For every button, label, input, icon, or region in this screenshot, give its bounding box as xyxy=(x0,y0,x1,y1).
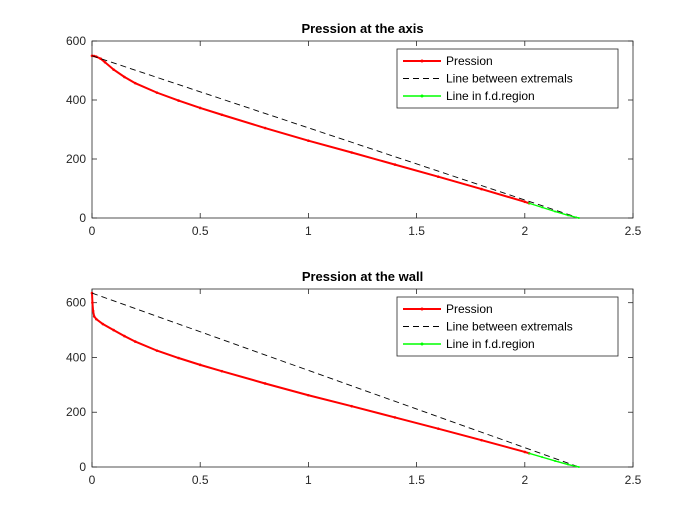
x-tick-label: 2 xyxy=(521,473,528,487)
data-point xyxy=(112,68,115,71)
x-tick-label: 1 xyxy=(305,473,312,487)
legend-entry: Line between extremals xyxy=(446,72,573,86)
data-point xyxy=(528,452,531,455)
data-point xyxy=(92,315,96,318)
x-tick-label: 1.5 xyxy=(408,473,425,487)
legend-entry: Line between extremals xyxy=(446,320,573,334)
x-tick-label: 1 xyxy=(305,224,312,238)
y-tick-label: 200 xyxy=(66,152,86,166)
subplot-2: 0 0.5 1 1.5 2 2.5 0 200 400 600 Pression at the wa… xyxy=(66,269,642,487)
x-tick-label: 2.5 xyxy=(625,473,642,487)
y-tick-label: 600 xyxy=(66,34,86,48)
y-tick-label: 0 xyxy=(79,211,86,225)
legend-marker xyxy=(420,307,424,311)
legend-entry: Line in f.d.region xyxy=(446,89,535,103)
data-point xyxy=(177,356,180,360)
data-point xyxy=(220,369,224,373)
data-point xyxy=(112,328,115,332)
data-point xyxy=(436,175,440,178)
x-tick-label: 2.5 xyxy=(625,224,642,238)
series-line-2 xyxy=(91,292,580,468)
data-point xyxy=(91,309,95,313)
data-point xyxy=(198,363,202,367)
data-point xyxy=(123,75,126,79)
data-point xyxy=(263,126,267,130)
data-point xyxy=(436,427,440,430)
series-line-2 xyxy=(91,55,580,219)
legend-marker xyxy=(420,94,424,98)
x-tick-label: 0.5 xyxy=(192,473,209,487)
data-point xyxy=(523,450,527,454)
x-tick-label: 0 xyxy=(89,473,96,487)
y-tick-label: 600 xyxy=(66,296,86,310)
x-tick-label: 0 xyxy=(89,224,96,238)
data-point xyxy=(528,202,531,205)
legend: Pression Line between extremals Line in f.… xyxy=(396,48,619,109)
legend-entry: Pression xyxy=(446,54,493,68)
data-point xyxy=(480,438,483,442)
x-tick-label: 2 xyxy=(521,224,528,238)
data-point xyxy=(577,217,580,219)
data-point xyxy=(99,57,102,60)
data-point xyxy=(133,81,137,85)
data-point xyxy=(155,91,159,94)
data-point xyxy=(541,206,544,209)
data-point xyxy=(101,322,105,326)
data-point xyxy=(123,334,126,338)
data-point xyxy=(350,404,353,408)
data-point xyxy=(567,214,570,217)
y-tick-label: 0 xyxy=(79,460,86,474)
y-tick-label: 400 xyxy=(66,93,86,107)
data-point xyxy=(95,317,98,321)
data-point xyxy=(133,340,137,343)
legend-entry: Line in f.d.region xyxy=(446,337,535,351)
data-point xyxy=(523,200,527,204)
data-point xyxy=(307,139,310,143)
data-point xyxy=(155,349,159,352)
data-point xyxy=(263,382,267,385)
y-tick-label: 200 xyxy=(66,405,86,419)
data-point xyxy=(177,99,180,102)
data-point xyxy=(307,393,310,397)
legend-entry: Pression xyxy=(446,302,493,316)
data-point xyxy=(91,301,94,304)
data-point xyxy=(393,163,397,166)
y-tick-label: 400 xyxy=(66,350,86,364)
data-point xyxy=(103,60,107,64)
data-point xyxy=(220,113,224,117)
chart-title: Pression at the wall xyxy=(302,269,423,284)
data-point xyxy=(554,210,557,213)
data-point xyxy=(350,151,353,154)
x-tick-label: 1.5 xyxy=(408,224,425,238)
data-point xyxy=(541,456,544,459)
legend-marker xyxy=(420,59,424,63)
legend-marker xyxy=(420,342,424,346)
data-point xyxy=(393,416,397,419)
data-point xyxy=(567,463,570,466)
data-point xyxy=(577,466,580,468)
data-point xyxy=(480,187,483,191)
data-point xyxy=(554,459,557,462)
subplot-1: 0 0.5 1 1.5 2 2.5 0 200 400 600 Pression at the ax… xyxy=(66,21,642,238)
data-point xyxy=(198,106,202,110)
x-tick-label: 0.5 xyxy=(192,224,209,238)
chart-title: Pression at the axis xyxy=(301,21,423,36)
legend: Pression Line between extremals Line in f.… xyxy=(396,296,619,357)
